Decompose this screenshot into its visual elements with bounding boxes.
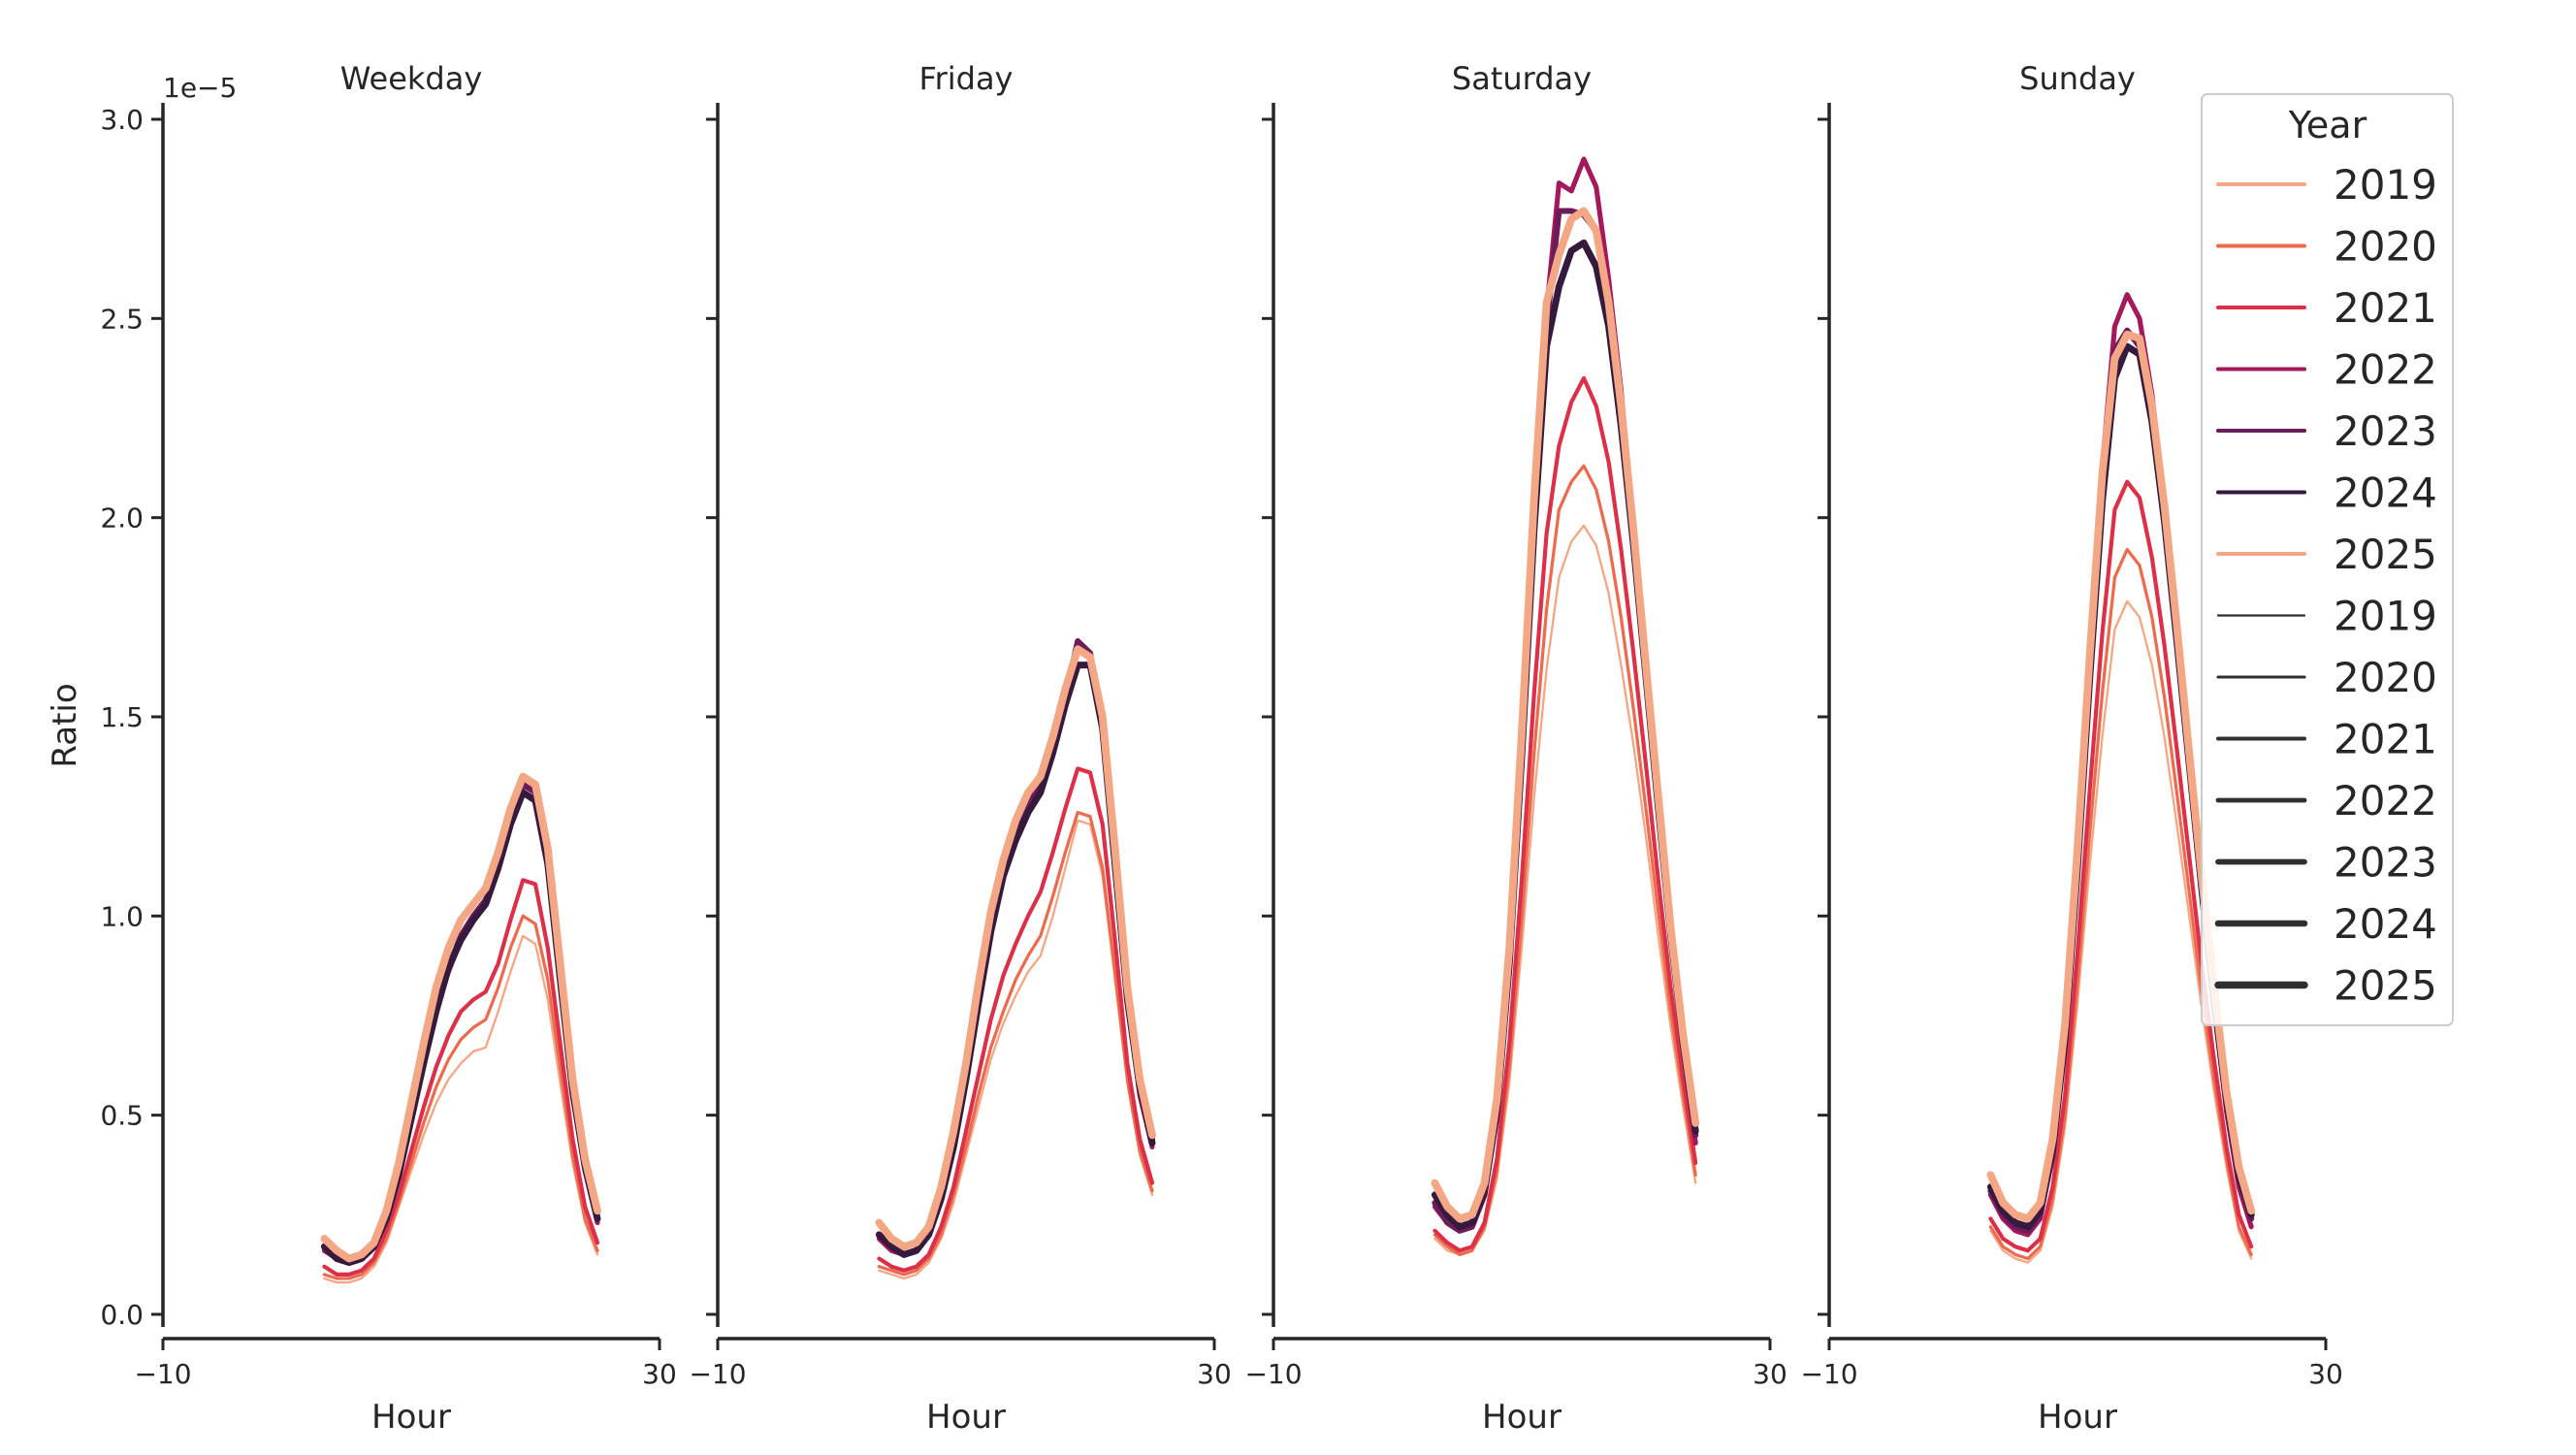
panel-saturday: Saturday −10 30 Hour <box>1244 60 1787 1437</box>
x-tick-label: −10 <box>1800 1358 1857 1390</box>
legend-label: 2022 <box>2334 777 2437 824</box>
x-tick-label: 30 <box>642 1358 677 1390</box>
legend-label: 2023 <box>2334 839 2437 887</box>
legend-label: 2025 <box>2334 531 2437 578</box>
legend-title: Year <box>2288 104 2367 146</box>
legend-label: 2024 <box>2334 900 2437 948</box>
series-line-2024 <box>875 662 1156 1258</box>
series-line-2024 <box>1431 239 1699 1231</box>
legend-label: 2020 <box>2334 654 2437 701</box>
legend-entry-color-2022: 2022 <box>2216 346 2437 394</box>
legend-entries: 2019 2020 2021 2022 2023 2024 2025 2019 2020 2021… <box>2214 161 2437 1010</box>
y-tick-label: 0.0 <box>100 1299 144 1331</box>
panel-title: Friday <box>919 60 1014 97</box>
series-line-2019 <box>1989 599 2253 1264</box>
panel-friday: Friday −10 30 Hour <box>689 60 1231 1437</box>
series-line-2021 <box>877 766 1155 1273</box>
series-line-2021 <box>1433 375 1698 1253</box>
legend-label: 2022 <box>2334 346 2437 394</box>
legend-entry-width-2021: 2021 <box>2216 716 2437 763</box>
legend-entry-width-2023: 2023 <box>2215 839 2437 887</box>
series-line-2025 <box>875 645 1156 1251</box>
panel-title: Saturday <box>1452 60 1592 97</box>
legend-entry-width-2019: 2019 <box>2216 593 2437 640</box>
series-line-2023 <box>1432 208 1699 1234</box>
y-tick-label: 2.5 <box>100 303 144 335</box>
series-line-2020 <box>877 810 1154 1277</box>
legend-label: 2024 <box>2334 469 2437 517</box>
legend-entry-color-2020: 2020 <box>2216 223 2437 271</box>
x-axis-label: Hour <box>1482 1398 1562 1437</box>
series-line-2025 <box>1431 207 1700 1223</box>
y-axis-offset-label: 1e−5 <box>163 72 237 104</box>
x-tick-label: −10 <box>1244 1358 1302 1390</box>
legend-label: 2019 <box>2334 593 2437 640</box>
legend-label: 2020 <box>2334 223 2437 271</box>
legend-entry-width-2020: 2020 <box>2216 654 2437 701</box>
legend-label: 2019 <box>2334 161 2437 209</box>
legend: Year 2019 2020 2021 2022 2023 2024 2025 2019 202… <box>2201 93 2454 1026</box>
legend-entry-color-2024: 2024 <box>2216 469 2437 517</box>
x-axis-label: Hour <box>2038 1398 2117 1437</box>
y-tick-label: 1.5 <box>100 701 144 733</box>
legend-label: 2025 <box>2334 962 2437 1010</box>
series-line-2025 <box>320 772 601 1263</box>
legend-entry-color-2019: 2019 <box>2216 161 2437 209</box>
legend-frame <box>2201 93 2454 1026</box>
x-tick-label: 30 <box>1197 1358 1232 1390</box>
x-tick-label: −10 <box>134 1358 191 1390</box>
x-tick-label: 30 <box>1753 1358 1787 1390</box>
series-line-2021 <box>322 878 600 1277</box>
y-tick-label: 1.0 <box>100 900 144 932</box>
panel-title: Weekday <box>340 60 483 97</box>
series-line-2020 <box>322 914 599 1280</box>
legend-entry-width-2024: 2024 <box>2214 900 2437 948</box>
legend-entry-color-2021: 2021 <box>2216 284 2437 332</box>
y-tick-label: 0.5 <box>100 1100 144 1132</box>
x-axis-label: Hour <box>926 1398 1006 1437</box>
panel-weekday: Weekday 0.0 0.5 1.0 1.5 2.0 2.5 3.0 −10 30 Hour <box>100 60 676 1437</box>
legend-entry-width-2025: 2025 <box>2214 962 2437 1010</box>
legend-label: 2021 <box>2334 716 2437 763</box>
series-line-2019 <box>323 934 599 1284</box>
panel-title: Sunday <box>2019 60 2136 97</box>
x-axis-label: Hour <box>371 1398 451 1437</box>
series-line-2022 <box>1432 156 1698 1234</box>
series-line-2020 <box>1988 547 2253 1261</box>
legend-label: 2023 <box>2334 407 2437 455</box>
legend-entry-color-2023: 2023 <box>2216 407 2437 455</box>
x-tick-label: 30 <box>2308 1358 2343 1390</box>
legend-entry-width-2022: 2022 <box>2215 777 2437 824</box>
legend-label: 2021 <box>2334 284 2437 332</box>
legend-entry-color-2025: 2025 <box>2216 531 2437 578</box>
x-tick-label: −10 <box>689 1358 746 1390</box>
y-tick-label: 3.0 <box>100 104 144 136</box>
y-axis-label: Ratio <box>46 683 84 767</box>
y-tick-label: 2.0 <box>100 502 144 534</box>
